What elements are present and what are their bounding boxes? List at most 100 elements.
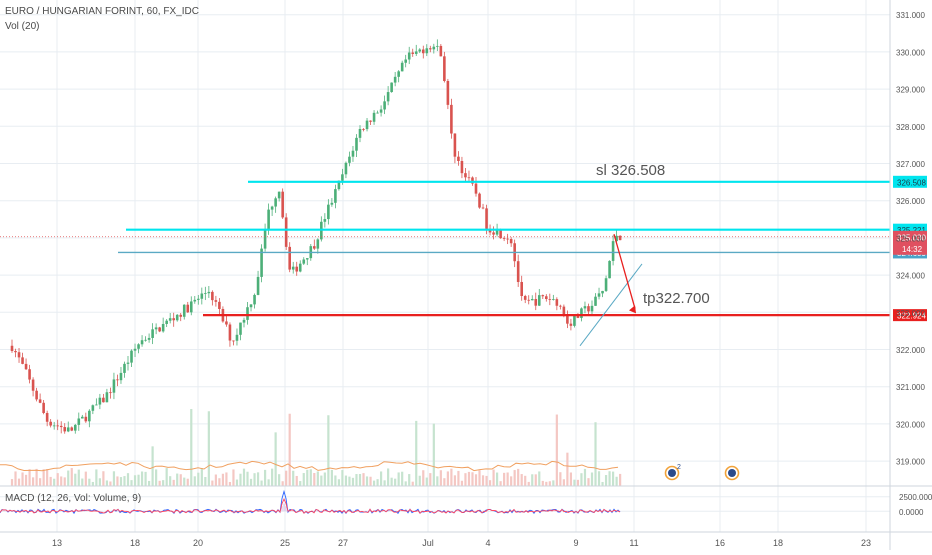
candle-body — [292, 267, 295, 270]
x-tick-label: 4 — [485, 538, 490, 548]
volume-bar — [218, 478, 220, 486]
candle-body — [285, 217, 288, 246]
volume-bar — [95, 469, 97, 486]
volume-ma-line — [0, 461, 618, 470]
countdown-label: 14:32 — [902, 245, 923, 254]
candle-body — [176, 315, 179, 320]
volume-bar — [327, 415, 329, 486]
candle-body — [102, 398, 105, 403]
candle-body — [88, 411, 91, 422]
volume-bar — [612, 472, 614, 486]
volume-bar — [580, 473, 582, 486]
volume-bar — [60, 476, 62, 486]
candle-body — [359, 129, 362, 138]
volume-layer — [0, 409, 621, 486]
candle-body — [552, 299, 555, 300]
candle-body — [99, 398, 102, 405]
volume-bar — [485, 476, 487, 486]
volume-bar — [616, 477, 618, 486]
volume-bar — [285, 471, 287, 486]
macd-histogram-bar — [285, 506, 286, 511]
volume-bar — [268, 479, 270, 486]
candle-body — [204, 293, 207, 294]
candle-body — [510, 239, 513, 243]
volume-bar — [412, 482, 414, 486]
volume-bar — [521, 474, 523, 486]
candle-body — [35, 391, 38, 400]
volume-bar — [457, 471, 459, 486]
candle-body — [482, 208, 485, 209]
candle-body — [397, 71, 400, 76]
volume-bar — [542, 481, 544, 486]
volume-bar — [176, 474, 178, 486]
x-tick-label: 9 — [573, 538, 578, 548]
candle-body — [369, 121, 372, 122]
volume-bar — [36, 469, 38, 486]
volume-bar — [373, 481, 375, 486]
candle-body — [520, 282, 523, 296]
volume-bar — [422, 470, 424, 486]
candle-body — [208, 292, 211, 293]
x-tick-label: 23 — [861, 538, 871, 548]
volume-bar — [440, 470, 442, 486]
candle-body — [531, 299, 534, 300]
volume-bar — [260, 481, 262, 486]
candle-body — [447, 81, 450, 105]
x-tick-label: 18 — [130, 538, 140, 548]
volume-bar — [57, 473, 59, 486]
candle-body — [130, 351, 133, 363]
candle-body — [478, 194, 481, 208]
candle-body — [250, 304, 253, 307]
volume-bar — [257, 472, 259, 486]
candle-body — [387, 92, 390, 101]
volume-bar — [14, 471, 16, 486]
volume-bar — [492, 470, 494, 486]
y-tick-label: 330.000 — [896, 48, 925, 57]
volume-bar — [419, 476, 421, 486]
candle-body — [39, 399, 42, 402]
volume-bar — [81, 479, 83, 486]
volume-bar — [577, 480, 579, 486]
candle-body — [148, 338, 151, 340]
volume-bar — [215, 474, 217, 486]
volume-bar — [496, 473, 498, 486]
level-price-label: 326.508 — [897, 178, 926, 187]
volume-bar — [405, 481, 407, 486]
volume-bar — [376, 479, 378, 486]
candle-body — [376, 113, 379, 114]
candle-body — [218, 302, 221, 309]
volume-bar — [517, 469, 519, 486]
candle-body — [295, 267, 298, 272]
y-tick-label: 329.000 — [896, 86, 925, 95]
macd-histogram-bar — [549, 511, 550, 512]
candle-body — [116, 379, 119, 380]
candle-body — [394, 77, 397, 83]
volume-bar — [384, 480, 386, 486]
candle-body — [517, 261, 520, 282]
volume-bar — [169, 476, 171, 486]
candle-body — [18, 352, 21, 357]
candle-body — [492, 232, 495, 234]
volume-bar — [201, 468, 203, 486]
volume-bar — [570, 472, 572, 486]
volume-bar — [352, 478, 354, 486]
candle-body — [49, 422, 52, 426]
volume-bar — [71, 468, 73, 486]
candle-body — [197, 299, 200, 300]
volume-bar — [608, 471, 610, 486]
volume-bar — [155, 469, 157, 486]
volume-bar — [387, 468, 389, 486]
volume-bar — [130, 480, 132, 486]
volume-bar — [275, 432, 277, 486]
candle-body — [454, 134, 457, 157]
volume-bar — [102, 471, 104, 486]
volume-bar — [236, 480, 238, 486]
candle-body — [236, 335, 239, 341]
volume-bar — [232, 469, 234, 486]
candle-body — [464, 173, 467, 177]
candle-body — [538, 295, 541, 306]
volume-bar — [556, 415, 558, 486]
volume-bar — [187, 479, 189, 486]
